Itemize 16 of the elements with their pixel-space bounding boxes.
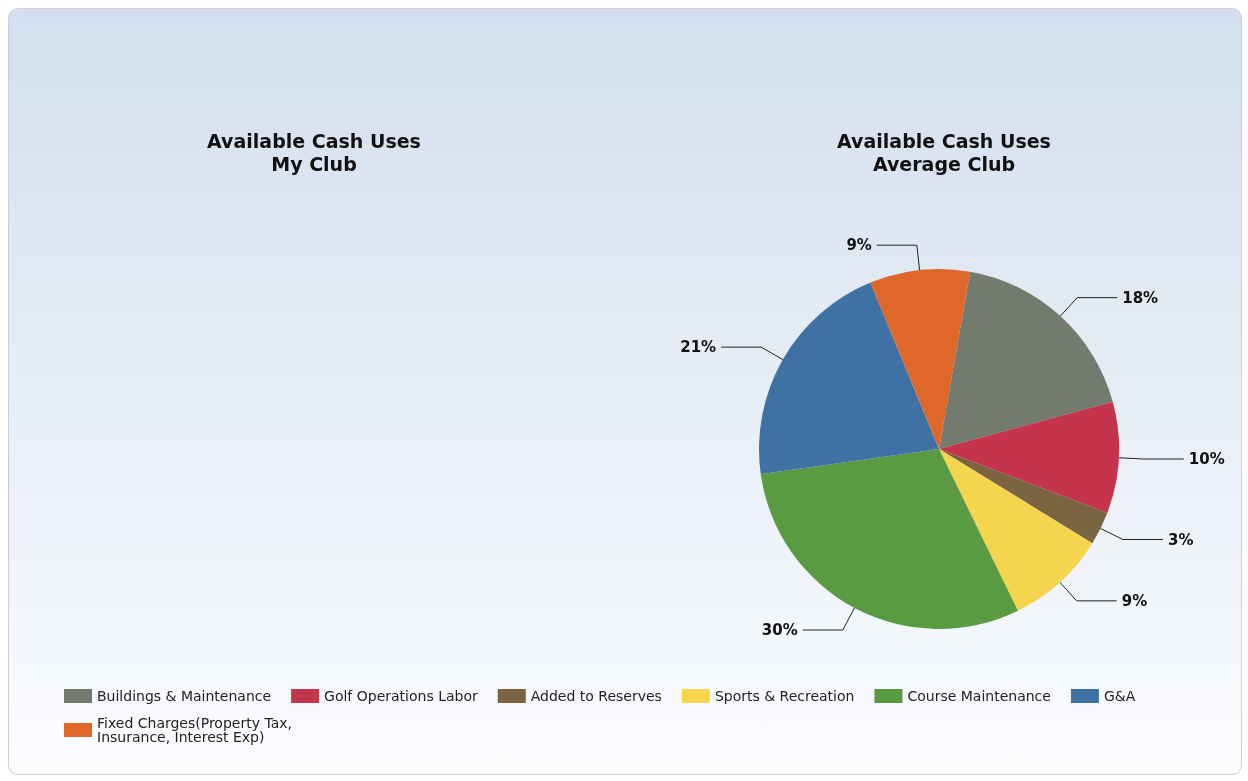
data-label: 18% xyxy=(1122,288,1159,307)
legend-label: Course Maintenance xyxy=(907,688,1051,704)
legend-label: Added to Reserves xyxy=(530,688,662,704)
legend-label: G&A xyxy=(1103,688,1136,704)
legend-label: Buildings & Maintenance xyxy=(97,688,272,704)
data-label: 9% xyxy=(846,236,872,255)
data-label: 30% xyxy=(761,621,798,639)
data-label: 9% xyxy=(1121,591,1148,610)
chart-title: Available Cash Uses Average Club xyxy=(837,129,1051,175)
legend-label: Golf Operations Labor xyxy=(324,688,478,704)
legend-label: Sports & Recreation xyxy=(714,688,855,704)
legend-label: Fixed Charges(Property Tax, Insurance, Interest Exp) xyxy=(97,715,292,745)
data-label: 3% xyxy=(1167,530,1194,549)
text: Available Cash Uses My Club xyxy=(207,129,421,175)
data-label: 10% xyxy=(1188,450,1225,469)
data-label: 21% xyxy=(680,338,717,357)
